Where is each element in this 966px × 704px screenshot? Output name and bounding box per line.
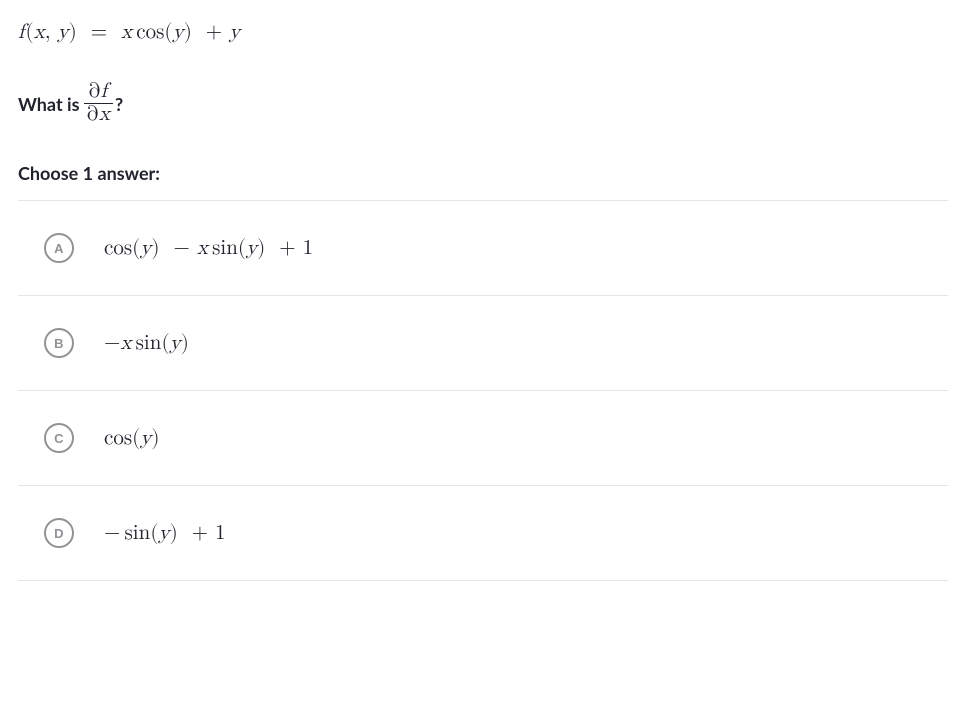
answer-c-radio[interactable]: C — [44, 423, 74, 453]
prompt-suffix-text: ? — [115, 93, 123, 115]
answer-a-radio[interactable]: A — [44, 233, 74, 263]
problem-prompt: What is ∂f ∂f ∂x ∂x ? — [18, 81, 948, 126]
answer-option-d[interactable]: D − sin(y) + 1 − sin(y) + 1 — [18, 485, 948, 581]
answer-d-formula: − sin(y) + 1 − sin(y) + 1 — [104, 521, 226, 546]
answer-b-radio[interactable]: B — [44, 328, 74, 358]
answer-option-a[interactable]: A cos(y) − x sin(y) + 1 cos(y) − x sin(y… — [18, 200, 948, 295]
answer-b-formula: −x sin(y) −x sin(y) — [104, 331, 189, 356]
answer-option-b[interactable]: B −x sin(y) −x sin(y) — [18, 295, 948, 390]
problem-function-definition: f(x, y) = x cos(y) + y f(x, y) = x cos(y… — [18, 20, 948, 45]
answer-option-c[interactable]: C cos(y) cos(y) — [18, 390, 948, 485]
partial-derivative-expr: ∂f ∂f ∂x ∂x — [84, 81, 113, 126]
answer-a-formula: cos(y) − x sin(y) + 1 cos(y) − x sin(y) … — [104, 236, 313, 261]
answer-c-formula: cos(y) cos(y) — [104, 426, 160, 451]
choose-answer-label: Choose 1 answer: — [18, 162, 948, 184]
answer-d-radio[interactable]: D — [44, 518, 74, 548]
prompt-prefix-text: What is — [18, 93, 80, 115]
answers-list: A cos(y) − x sin(y) + 1 cos(y) − x sin(y… — [18, 200, 948, 581]
